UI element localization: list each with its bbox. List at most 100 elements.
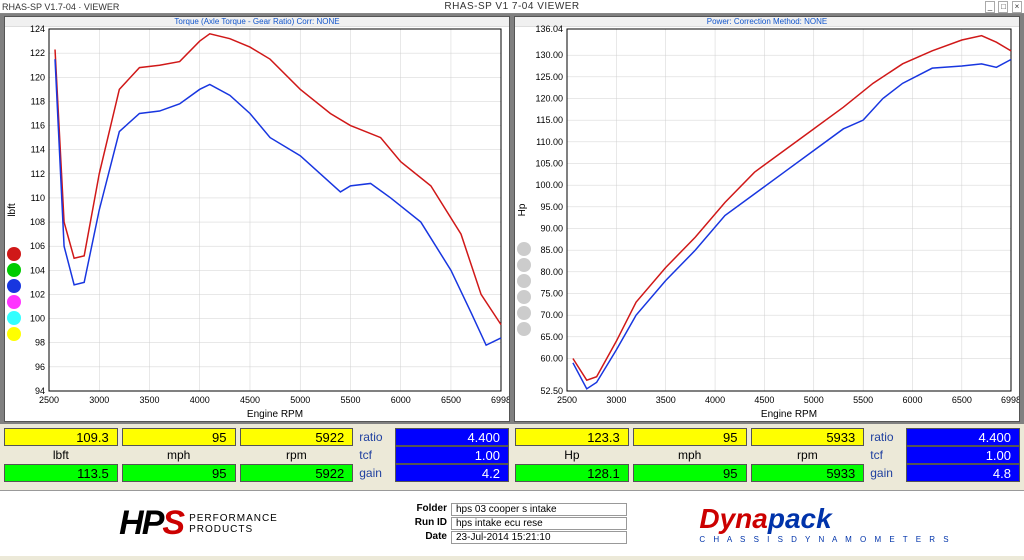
series-dot-icon [7,327,21,341]
mph-1: 95 [633,428,747,446]
gain-label: gain [868,466,902,480]
svg-text:130.00: 130.00 [535,50,563,60]
svg-text:4500: 4500 [754,395,774,405]
svg-text:100.00: 100.00 [535,180,563,190]
ratio-label: ratio [357,430,391,444]
unit-lbft: lbft [4,448,118,462]
svg-text:95.00: 95.00 [540,202,563,212]
tcf-val: 1.00 [395,446,509,464]
tcf-val: 1.00 [906,446,1020,464]
svg-text:4000: 4000 [190,395,210,405]
gain-val: 4.8 [906,464,1020,482]
lbft-run2: 113.5 [4,464,118,482]
hps-logo: HPS PERFORMANCE PRODUCTS [0,504,397,543]
runid-label: Run ID [397,517,447,530]
svg-text:2500: 2500 [39,395,59,405]
svg-text:105.00: 105.00 [535,159,563,169]
series-dot-icon [7,263,21,277]
gain-val: 4.2 [395,464,509,482]
svg-text:5500: 5500 [340,395,360,405]
svg-text:6998: 6998 [491,395,509,405]
date-label: Date [397,531,447,544]
svg-text:4000: 4000 [705,395,725,405]
svg-text:65.00: 65.00 [540,332,563,342]
svg-text:5000: 5000 [290,395,310,405]
unit-mph: mph [122,448,236,462]
series-dot-icon [7,295,21,309]
torque-chart: Torque (Axle Torque - Gear Ratio) Corr: … [4,16,510,422]
svg-text:4500: 4500 [240,395,260,405]
rpm-2: 5933 [751,464,865,482]
svg-text:98: 98 [35,338,45,348]
svg-text:5000: 5000 [804,395,824,405]
series-dot-icon [7,247,21,261]
mph-2: 95 [633,464,747,482]
svg-text:125.00: 125.00 [535,72,563,82]
dynapack-tagline: C H A S S I S D Y N A M O M E T E R S [699,535,951,544]
svg-text:120.00: 120.00 [535,94,563,104]
svg-text:110.00: 110.00 [536,137,563,147]
mph-2: 95 [122,464,236,482]
date-value: 23-Jul-2014 15:21:10 [451,531,627,544]
left-readout: 109.3 95 5922 ratio 4.400 lbft mph rpm t… [4,428,509,486]
ratio-val: 4.400 [906,428,1020,446]
readout-row: 109.3 95 5922 ratio 4.400 lbft mph rpm t… [0,424,1024,490]
svg-text:115.00: 115.00 [536,115,563,125]
svg-text:70.00: 70.00 [540,310,563,320]
svg-text:75.00: 75.00 [540,289,563,299]
hp-peak: 123.3 [515,428,629,446]
svg-text:5500: 5500 [853,395,873,405]
right-readout: 123.3 95 5933 ratio 4.400 Hp mph rpm tcf… [515,428,1020,486]
svg-text:96: 96 [35,362,45,372]
series-dot-icon [7,311,21,325]
rpm-2: 5922 [240,464,354,482]
title-center: RHAS-SP V1 7-04 VIEWER [444,1,579,12]
svg-text:108: 108 [30,217,45,227]
hps-logo-subtitle: PERFORMANCE PRODUCTS [189,513,278,535]
svg-text:112: 112 [31,169,45,179]
dynapack-logo: Dynapack C H A S S I S D Y N A M O M E T… [627,503,1024,544]
close-icon[interactable]: × [1012,1,1022,13]
unit-hp: Hp [515,448,629,462]
runid-value: hps intake ecu rese [451,517,627,530]
svg-text:3500: 3500 [656,395,676,405]
svg-text:6000: 6000 [902,395,922,405]
svg-text:3500: 3500 [139,395,159,405]
lbft-peak: 109.3 [4,428,118,446]
series-dot-icon [517,242,531,256]
svg-text:60.00: 60.00 [540,354,563,364]
svg-text:102: 102 [30,289,45,299]
series-dot-icon [517,258,531,272]
maximize-icon[interactable]: □ [998,1,1008,13]
tcf-label: tcf [868,448,902,462]
svg-text:100: 100 [30,314,45,324]
rpm-1: 5933 [751,428,865,446]
rpm-1: 5922 [240,428,354,446]
minimize-icon[interactable]: _ [985,1,995,13]
run-info: Folderhps 03 cooper s intake Run IDhps i… [397,502,627,545]
svg-text:110: 110 [31,193,45,203]
svg-text:Hp: Hp [517,203,528,216]
folder-label: Folder [397,503,447,516]
series-dot-icon [517,306,531,320]
window-buttons: _ □ × [984,1,1022,13]
series-dot-icon [517,274,531,288]
svg-text:106: 106 [30,241,45,251]
svg-text:90.00: 90.00 [540,224,563,234]
hp-run2: 128.1 [515,464,629,482]
svg-text:122: 122 [30,48,45,58]
svg-text:85.00: 85.00 [540,245,563,255]
svg-text:80.00: 80.00 [540,267,563,277]
svg-text:2500: 2500 [557,395,577,405]
svg-text:lbft: lbft [7,203,18,217]
unit-mph: mph [633,448,747,462]
svg-text:104: 104 [30,265,45,275]
gain-label: gain [357,466,391,480]
dynapack-logo-text: Dynapack [699,503,951,535]
svg-text:3000: 3000 [89,395,109,405]
window-titlebar: RHAS-SP V1.7-04 · VIEWER RHAS-SP V1 7-04… [0,0,1024,14]
svg-text:3000: 3000 [606,395,626,405]
svg-text:124: 124 [30,24,45,34]
unit-rpm: rpm [240,448,354,462]
svg-text:120: 120 [30,72,45,82]
